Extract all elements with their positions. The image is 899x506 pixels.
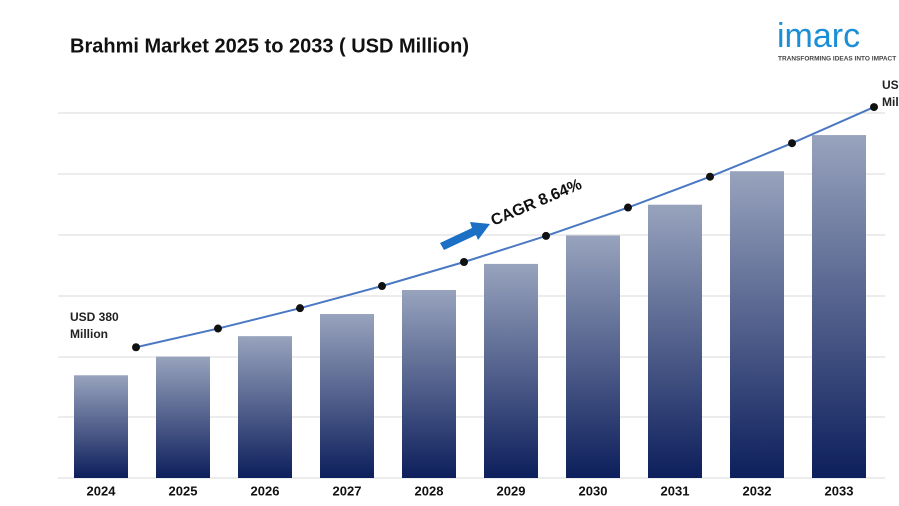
x-tick-label: 2025 <box>169 483 198 498</box>
line-dot <box>214 324 222 333</box>
x-tick-label: 2031 <box>661 483 690 498</box>
x-tick-label: 2024 <box>87 483 117 498</box>
value-label: USD 800.8 Million <box>882 78 899 110</box>
line-dot <box>378 282 386 291</box>
bar <box>648 204 702 478</box>
bar <box>74 375 128 478</box>
bar <box>402 289 456 478</box>
bar <box>730 171 784 478</box>
line-dot <box>460 257 468 266</box>
chart-title: Brahmi Market 2025 to 2033 ( USD Million… <box>70 35 469 57</box>
line-dot <box>296 304 304 313</box>
line-dot <box>542 231 550 240</box>
cagr-annotation: CAGR 8.64% <box>489 176 585 230</box>
bar <box>812 135 866 478</box>
line-dot <box>788 139 796 148</box>
line-dot <box>870 103 878 112</box>
x-tick-label: 2030 <box>579 483 608 498</box>
brand-name: imarc <box>777 17 860 55</box>
line-dot <box>624 203 632 212</box>
line-dot <box>706 172 714 181</box>
value-label: USD 380 Million <box>70 310 119 342</box>
line <box>135 106 875 349</box>
brand-tagline: TRANSFORMING IDEAS INTO IMPACT <box>778 56 896 63</box>
x-tick-label: 2026 <box>251 483 280 498</box>
x-tick-label: 2029 <box>497 483 526 498</box>
x-tick-label: 2028 <box>415 483 444 498</box>
cagr-arrow <box>440 222 490 250</box>
bar <box>320 314 374 478</box>
line-dot <box>132 343 140 352</box>
x-tick-label: 2032 <box>743 483 772 498</box>
x-tick-label: 2033 <box>825 483 854 498</box>
bar <box>566 235 620 478</box>
bar <box>156 356 210 478</box>
bar <box>238 336 292 478</box>
x-tick-label: 2027 <box>333 483 362 498</box>
bar <box>484 263 538 478</box>
